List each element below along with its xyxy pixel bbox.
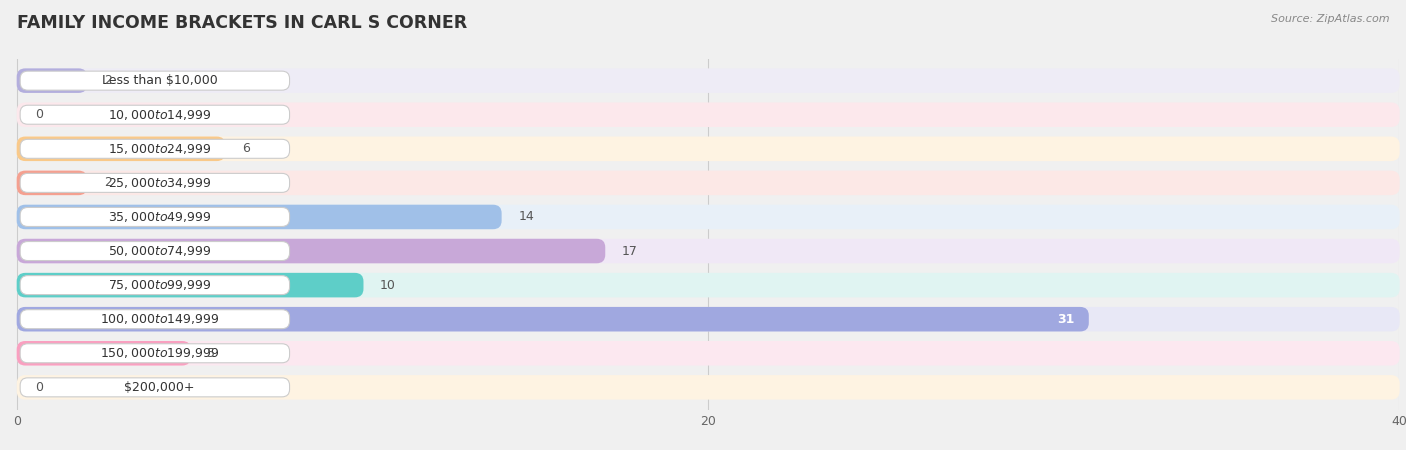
Text: 5: 5 [207, 347, 215, 360]
FancyBboxPatch shape [17, 307, 1088, 332]
FancyBboxPatch shape [20, 378, 290, 397]
Text: 14: 14 [519, 211, 534, 224]
FancyBboxPatch shape [17, 375, 1399, 400]
Text: $75,000 to $99,999: $75,000 to $99,999 [108, 278, 211, 292]
FancyBboxPatch shape [17, 205, 502, 229]
FancyBboxPatch shape [17, 239, 1399, 263]
Text: 2: 2 [104, 74, 111, 87]
FancyBboxPatch shape [20, 275, 290, 295]
Text: $100,000 to $149,999: $100,000 to $149,999 [100, 312, 219, 326]
FancyBboxPatch shape [17, 341, 191, 365]
FancyBboxPatch shape [17, 341, 1399, 365]
FancyBboxPatch shape [17, 205, 1399, 229]
FancyBboxPatch shape [20, 71, 290, 90]
FancyBboxPatch shape [20, 105, 290, 124]
Text: $200,000+: $200,000+ [125, 381, 195, 394]
Text: $25,000 to $34,999: $25,000 to $34,999 [108, 176, 211, 190]
FancyBboxPatch shape [17, 68, 87, 93]
FancyBboxPatch shape [20, 310, 290, 328]
FancyBboxPatch shape [17, 273, 364, 297]
FancyBboxPatch shape [17, 136, 1399, 161]
FancyBboxPatch shape [17, 103, 1399, 127]
Text: 2: 2 [104, 176, 111, 189]
Text: 31: 31 [1057, 313, 1074, 326]
Text: $50,000 to $74,999: $50,000 to $74,999 [108, 244, 211, 258]
Text: $15,000 to $24,999: $15,000 to $24,999 [108, 142, 211, 156]
FancyBboxPatch shape [17, 239, 605, 263]
FancyBboxPatch shape [20, 173, 290, 193]
FancyBboxPatch shape [17, 273, 1399, 297]
Text: 0: 0 [35, 381, 42, 394]
FancyBboxPatch shape [20, 242, 290, 261]
Text: $10,000 to $14,999: $10,000 to $14,999 [108, 108, 211, 122]
FancyBboxPatch shape [17, 171, 87, 195]
Text: 6: 6 [242, 142, 250, 155]
Text: 17: 17 [621, 244, 638, 257]
Text: Source: ZipAtlas.com: Source: ZipAtlas.com [1271, 14, 1389, 23]
Text: 10: 10 [380, 279, 396, 292]
FancyBboxPatch shape [17, 136, 225, 161]
FancyBboxPatch shape [20, 140, 290, 158]
FancyBboxPatch shape [17, 171, 1399, 195]
FancyBboxPatch shape [17, 307, 1399, 332]
Text: 0: 0 [35, 108, 42, 121]
Text: $35,000 to $49,999: $35,000 to $49,999 [108, 210, 211, 224]
FancyBboxPatch shape [20, 207, 290, 226]
Text: Less than $10,000: Less than $10,000 [101, 74, 218, 87]
Text: FAMILY INCOME BRACKETS IN CARL S CORNER: FAMILY INCOME BRACKETS IN CARL S CORNER [17, 14, 467, 32]
FancyBboxPatch shape [17, 68, 1399, 93]
FancyBboxPatch shape [20, 344, 290, 363]
Text: $150,000 to $199,999: $150,000 to $199,999 [100, 346, 219, 360]
